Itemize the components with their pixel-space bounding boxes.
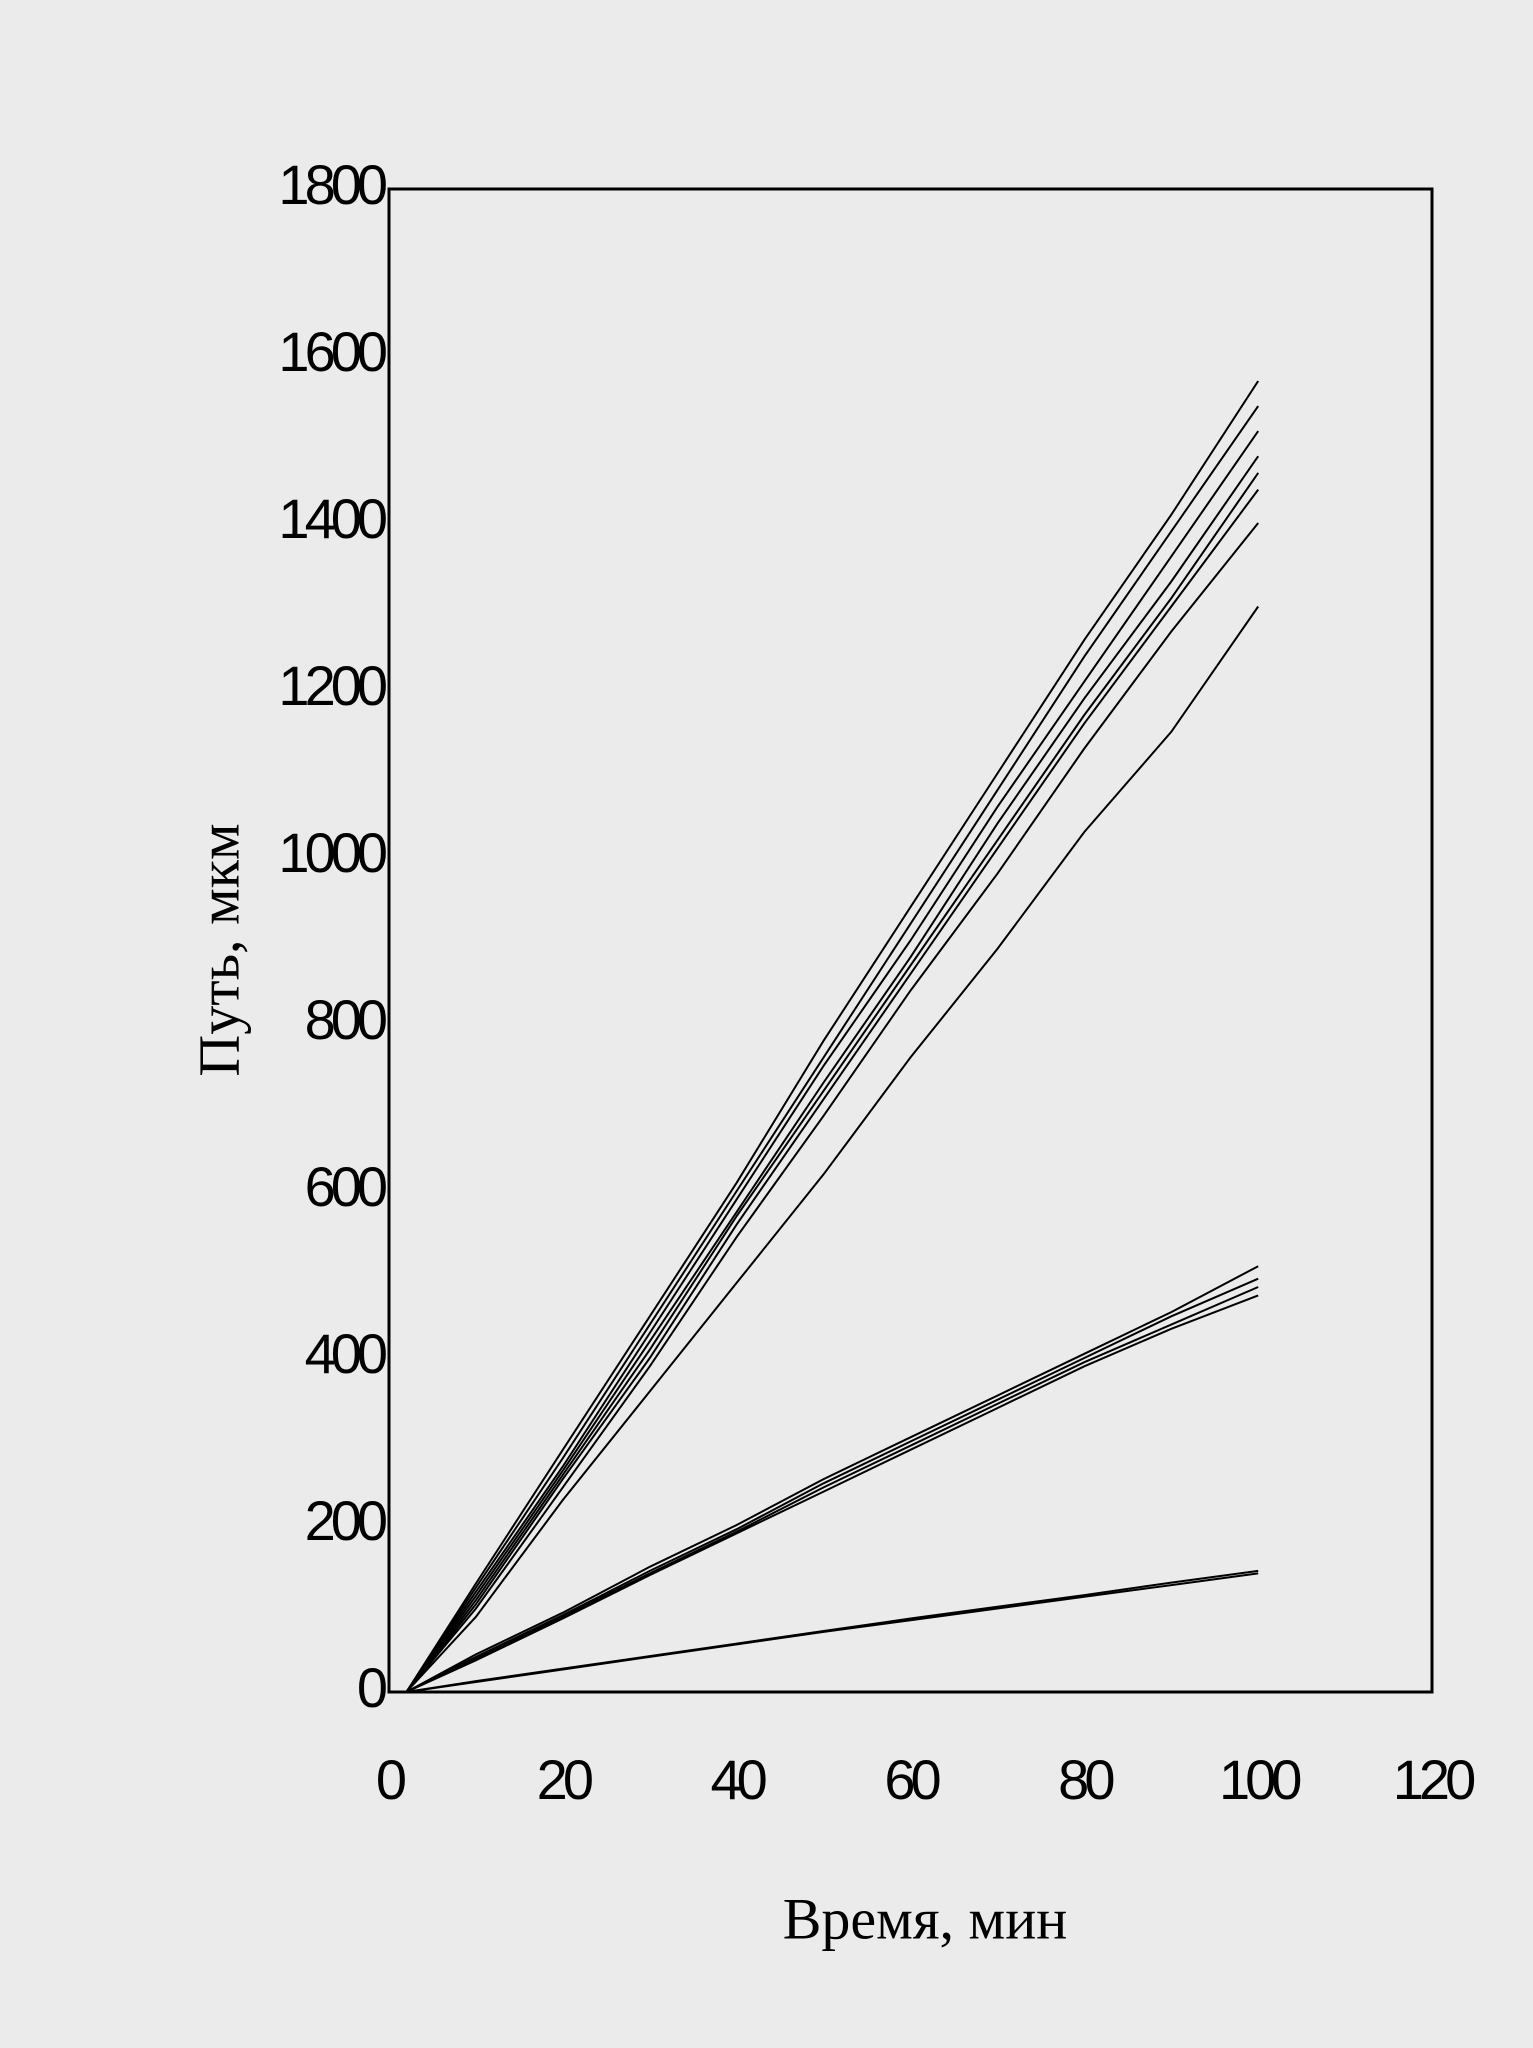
plot-frame xyxy=(387,187,1434,1694)
x-tick-label: 120 xyxy=(1393,1748,1474,1811)
x-tick-label: 40 xyxy=(711,1748,766,1811)
series-line xyxy=(405,455,1260,1693)
y-tick-label: 400 xyxy=(305,1322,386,1385)
y-tick-label: 1200 xyxy=(278,654,385,717)
x-axis-label: Время, мин xyxy=(783,1886,1068,1951)
x-tick-label: 100 xyxy=(1219,1748,1300,1811)
series-line xyxy=(405,405,1260,1693)
y-tick-label: 0 xyxy=(357,1656,386,1719)
y-tick-label: 600 xyxy=(305,1155,386,1218)
y-tick-label: 200 xyxy=(305,1489,386,1552)
x-tick-label: 20 xyxy=(537,1748,592,1811)
y-tick-label: 1800 xyxy=(278,153,385,216)
series-line xyxy=(405,380,1260,1693)
series-line xyxy=(405,1265,1259,1693)
series-line xyxy=(406,1572,1259,1693)
x-tick-label: 0 xyxy=(376,1748,405,1811)
series-line xyxy=(405,472,1260,1693)
series-line xyxy=(405,1286,1259,1693)
series-line xyxy=(405,430,1260,1693)
y-axis-label: Путь, мкм xyxy=(186,823,251,1076)
series-line xyxy=(405,1294,1259,1693)
y-tick-label: 1400 xyxy=(278,487,385,550)
series-line xyxy=(405,605,1260,1693)
series-line xyxy=(405,522,1259,1693)
x-tick-label: 60 xyxy=(884,1748,939,1811)
y-tick-label: 800 xyxy=(305,988,386,1051)
series-line xyxy=(405,489,1260,1693)
x-tick-label: 80 xyxy=(1058,1748,1113,1811)
y-tick-label: 1000 xyxy=(278,821,385,884)
series-line xyxy=(405,1277,1259,1693)
y-tick-label: 1600 xyxy=(278,320,385,383)
